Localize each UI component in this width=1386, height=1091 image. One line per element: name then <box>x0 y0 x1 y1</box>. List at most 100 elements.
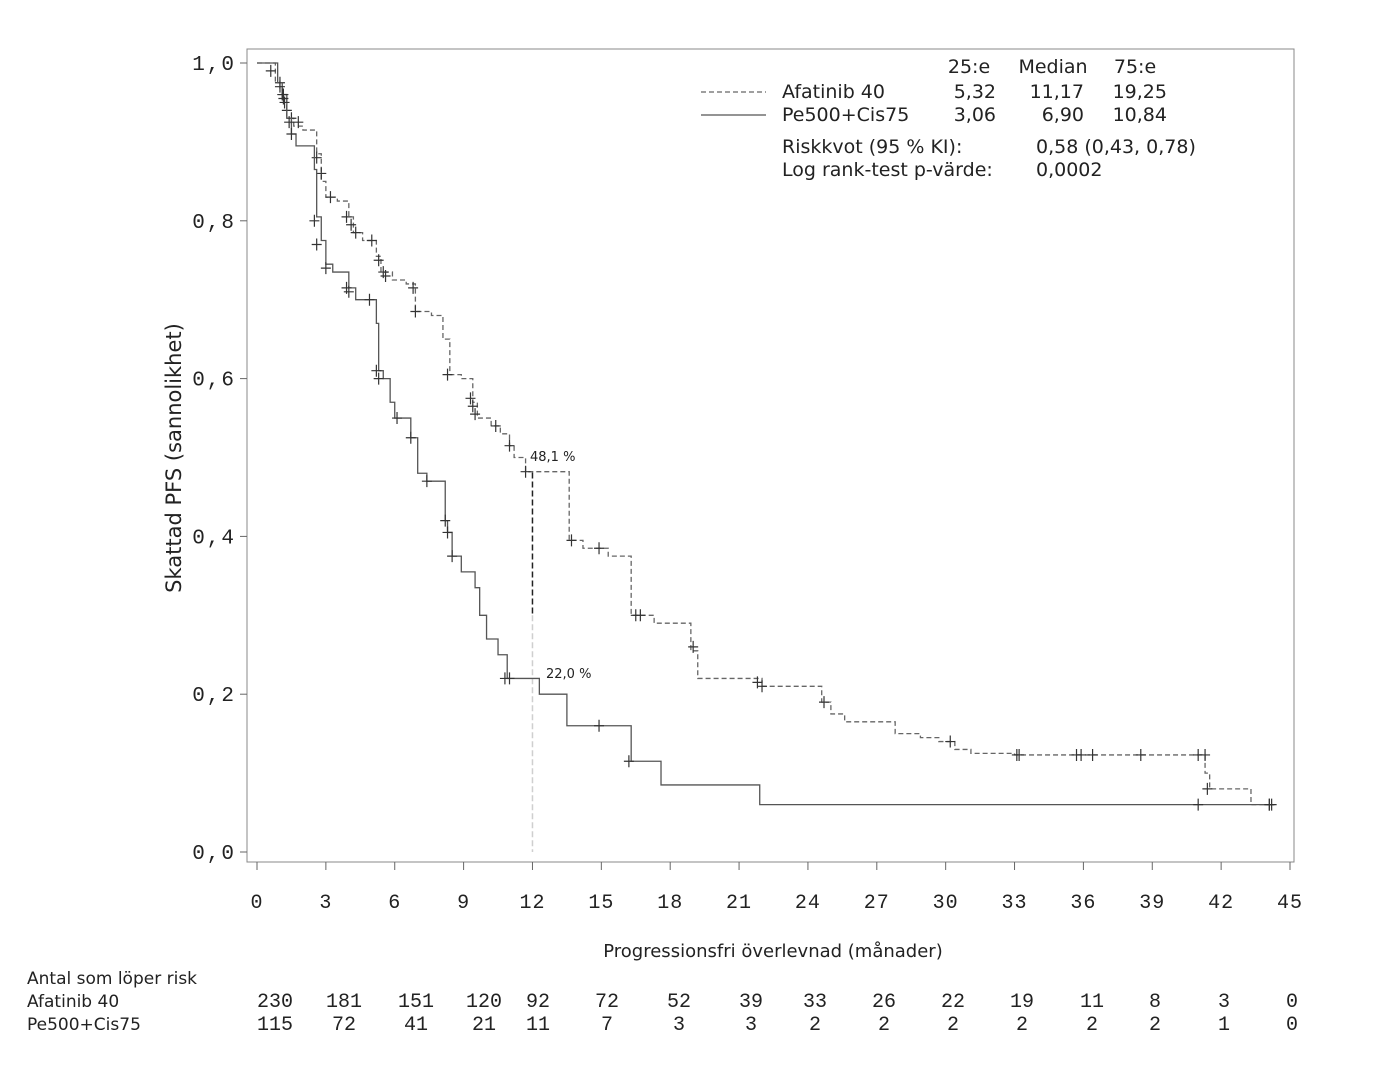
censor-mark <box>470 408 481 421</box>
y-tick-label: 0,8 <box>192 212 236 235</box>
censor-mark <box>504 439 515 452</box>
x-tick-label: 12 <box>519 892 545 915</box>
risk-value: 3 <box>745 1014 757 1037</box>
x-tick-label: 24 <box>795 892 821 915</box>
censor-mark <box>320 262 331 275</box>
stats-value: 3,06 <box>954 104 996 126</box>
censor-mark <box>623 755 634 768</box>
y-tick-label: 1,0 <box>192 54 236 77</box>
censor-mark <box>371 364 382 377</box>
censor-mark <box>364 293 375 306</box>
censor-mark <box>1135 748 1146 761</box>
hazard-ratio-value: 0,58 (0,43, 0,78) <box>1036 136 1196 158</box>
censor-mark <box>309 214 320 227</box>
y-tick-label: 0,0 <box>192 843 236 866</box>
censor-mark <box>1193 798 1204 811</box>
censor-mark <box>274 80 285 93</box>
censor-mark <box>440 514 451 527</box>
km-curve-series-1 <box>257 62 1272 806</box>
censor-mark <box>504 672 515 685</box>
x-tick-label: 39 <box>1139 892 1165 915</box>
stats-value: 6,90 <box>1042 104 1084 126</box>
risk-value: 0 <box>1286 991 1298 1014</box>
logrank-value: 0,0002 <box>1036 159 1102 181</box>
censor-mark <box>1264 798 1275 811</box>
stats-value: 11,17 <box>1030 81 1084 103</box>
y-tick-label: 0,6 <box>192 370 236 393</box>
stats-value: 10,84 <box>1113 104 1167 126</box>
x-tick-label: 9 <box>457 892 470 915</box>
annotation-label: 22,0 % <box>546 667 591 682</box>
censor-mark <box>594 719 605 732</box>
risk-value: 120 <box>466 991 502 1014</box>
y-tick-label: 0,2 <box>192 685 236 708</box>
censor-mark <box>520 465 531 478</box>
censor-mark <box>373 254 384 267</box>
risk-value: 72 <box>595 991 619 1014</box>
censor-mark <box>465 392 476 405</box>
annotation-label: 48,1 % <box>530 450 575 465</box>
censor-mark <box>380 270 391 283</box>
legend-label: Pe500+Cis75 <box>782 104 909 126</box>
censor-mark <box>757 680 768 693</box>
censor-mark <box>819 696 830 709</box>
censor-mark <box>279 96 290 109</box>
risk-value: 39 <box>739 991 763 1014</box>
risk-value: 2 <box>947 1014 959 1037</box>
logrank-label: Log rank-test p-värde: <box>782 159 993 181</box>
censor-mark <box>350 226 361 239</box>
censor-mark <box>341 210 352 223</box>
censor-mark <box>392 412 403 425</box>
censor-mark <box>442 368 453 381</box>
risk-value: 41 <box>404 1014 428 1037</box>
risk-value: 26 <box>872 991 896 1014</box>
risk-value: 11 <box>1080 991 1104 1014</box>
censor-mark <box>1087 748 1098 761</box>
censor-mark <box>1200 748 1211 761</box>
risk-value: 19 <box>1010 991 1034 1014</box>
censor-mark <box>945 735 956 748</box>
plot-frame <box>246 48 1295 863</box>
risk-row-label: Pe500+Cis75 <box>27 1015 141 1035</box>
censor-mark <box>1076 748 1087 761</box>
censor-mark <box>366 234 377 247</box>
censor-mark <box>325 191 336 204</box>
risk-value: 1 <box>1218 1014 1230 1037</box>
y-tick-label: 0,4 <box>192 527 236 550</box>
censor-mark <box>286 128 297 141</box>
risk-table-title: Antal som löper risk <box>27 969 197 989</box>
censor-mark <box>688 640 699 653</box>
risk-value: 33 <box>803 991 827 1014</box>
x-tick-label: 45 <box>1277 892 1303 915</box>
risk-value: 115 <box>257 1014 293 1037</box>
x-tick-label: 15 <box>588 892 614 915</box>
censor-mark <box>311 238 322 251</box>
risk-value: 2 <box>809 1014 821 1037</box>
x-tick-label: 3 <box>319 892 332 915</box>
censor-mark <box>284 116 295 129</box>
risk-row-label: Afatinib 40 <box>27 992 119 1012</box>
censor-mark <box>405 431 416 444</box>
x-axis-label: Progressionsfri överlevnad (månader) <box>603 941 942 962</box>
risk-value: 2 <box>1086 1014 1098 1037</box>
risk-value: 52 <box>667 991 691 1014</box>
km-curve-series-0 <box>257 62 1272 806</box>
risk-value: 2 <box>1016 1014 1028 1037</box>
censor-mark <box>1202 782 1213 795</box>
censor-mark <box>373 372 384 385</box>
stats-value: 19,25 <box>1113 81 1167 103</box>
censor-mark <box>408 281 419 294</box>
y-axis-label: Skattad PFS (sannolikhet) <box>162 323 186 593</box>
censor-mark <box>346 218 357 231</box>
censor-mark <box>311 151 322 164</box>
censor-mark <box>447 550 458 563</box>
x-tick-label: 0 <box>250 892 263 915</box>
censor-mark <box>410 305 421 318</box>
censor-mark <box>316 167 327 180</box>
risk-value: 230 <box>257 991 293 1014</box>
x-tick-label: 21 <box>726 892 752 915</box>
risk-value: 8 <box>1149 991 1161 1014</box>
stats-header: 75:e <box>1114 56 1156 78</box>
x-tick-label: 33 <box>1002 892 1028 915</box>
